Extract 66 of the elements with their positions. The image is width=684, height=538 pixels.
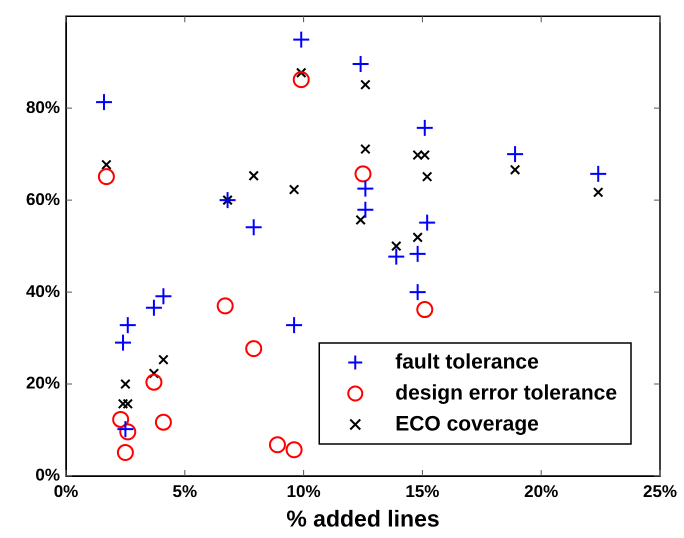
point [285, 316, 304, 334]
point [158, 354, 169, 365]
point [412, 232, 423, 243]
point [216, 297, 234, 314]
y-tick-label: 60% [26, 190, 60, 209]
x-tick-label: 25% [642, 482, 678, 501]
point [286, 441, 303, 458]
point [589, 164, 608, 183]
x-axis-title: % added lines [286, 506, 440, 532]
x-tick-label: 20% [524, 482, 558, 501]
point [120, 378, 131, 390]
point [288, 184, 300, 195]
x-tick-label: 5% [172, 482, 198, 501]
point [296, 68, 306, 78]
x-tick-label: 15% [405, 482, 440, 501]
point [416, 301, 434, 318]
point [408, 283, 427, 302]
point [148, 368, 160, 379]
point [360, 144, 371, 154]
point [360, 79, 371, 90]
point [416, 118, 434, 137]
point [422, 171, 432, 182]
point [154, 414, 172, 431]
point [592, 187, 604, 198]
point [118, 316, 137, 334]
point [112, 410, 130, 428]
point [412, 150, 423, 160]
point [510, 164, 520, 176]
point [114, 334, 132, 352]
point [122, 398, 134, 410]
point [222, 194, 233, 206]
point [144, 298, 163, 317]
point [245, 340, 262, 358]
point [408, 244, 427, 263]
legend-label: fault tolerance [395, 350, 539, 374]
point [98, 168, 115, 186]
y-tick-label: 40% [26, 282, 60, 301]
point [420, 150, 430, 160]
point [95, 93, 114, 112]
point [506, 145, 524, 164]
point [119, 423, 136, 440]
point [118, 398, 128, 410]
point [154, 287, 172, 306]
point [244, 218, 263, 236]
point [355, 214, 366, 226]
point [268, 436, 286, 454]
y-tick-label: 80% [26, 98, 60, 117]
point [354, 165, 372, 182]
point [391, 240, 402, 252]
point [116, 420, 134, 438]
point [292, 30, 310, 49]
x-tick-label: 10% [286, 482, 321, 501]
point [387, 248, 406, 266]
point [418, 214, 436, 232]
point [218, 191, 237, 210]
point [101, 159, 112, 170]
point [248, 170, 259, 181]
legend-label: ECO coverage [395, 412, 539, 436]
point [292, 71, 310, 88]
point [116, 444, 134, 462]
legend-label: design error tolerance [395, 381, 618, 404]
point [356, 180, 374, 198]
point [352, 55, 370, 74]
y-tick-label: 20% [26, 374, 60, 393]
point [356, 200, 374, 219]
point [145, 374, 162, 391]
